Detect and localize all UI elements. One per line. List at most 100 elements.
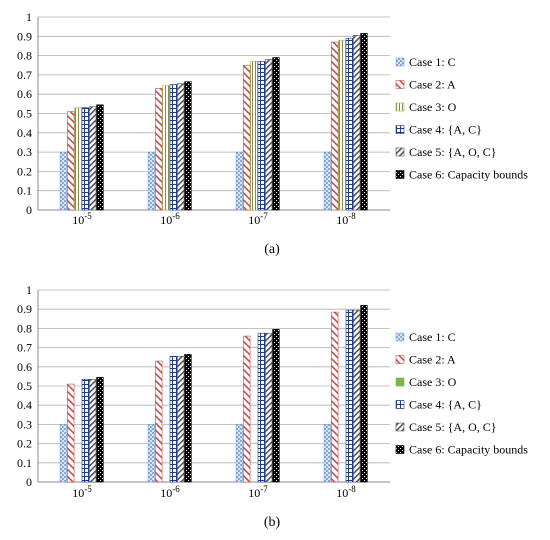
bar	[264, 332, 273, 483]
x-tick-base: 10	[248, 486, 260, 500]
legend-swatch	[395, 57, 405, 67]
y-tick-label: 0.4	[17, 398, 32, 412]
x-tick-label: 10-6	[160, 484, 180, 500]
bar	[89, 378, 97, 483]
legend-swatch	[395, 170, 405, 179]
legend-swatch	[395, 445, 405, 454]
bar	[59, 151, 68, 211]
legend-swatch	[395, 400, 405, 409]
y-tick-label: 1	[26, 283, 32, 297]
bar	[257, 332, 265, 483]
legend-label: Case 5: {A, O, C}	[409, 420, 497, 434]
bar	[352, 35, 361, 211]
x-tick-base: 10	[248, 213, 260, 227]
y-tick-label: 0.7	[17, 68, 32, 82]
y-tick-label: 0.2	[17, 437, 32, 451]
bar	[360, 305, 368, 483]
y-tick-label: 0.9	[17, 302, 32, 316]
legend-swatch	[395, 422, 405, 432]
y-tick-label: 0.5	[17, 379, 32, 393]
bar	[155, 88, 163, 211]
legend-label: Case 6: Capacity bounds	[409, 168, 528, 182]
legend-label: Case 3: O	[409, 375, 457, 389]
y-tick-label: 0.8	[17, 321, 32, 335]
bar	[257, 61, 265, 211]
bar	[177, 355, 185, 483]
y-tick-label: 0.3	[17, 417, 32, 431]
y-tick-label: 0	[26, 475, 32, 489]
legend-label: Case 2: A	[409, 78, 456, 92]
x-tick-label: 10-7	[248, 484, 268, 500]
legend-swatch	[395, 125, 405, 134]
y-tick-label: 0.1	[17, 456, 32, 470]
bar	[184, 354, 192, 483]
bar	[345, 37, 353, 211]
chart-caption: (a)	[264, 242, 280, 257]
y-tick-label: 1	[26, 10, 32, 24]
y-tick-label: 0.9	[17, 29, 32, 43]
legend-swatch	[395, 355, 405, 364]
bar	[250, 61, 258, 211]
legend-label: Case 6: Capacity bounds	[409, 443, 528, 457]
bar	[235, 151, 244, 211]
legend-swatch	[395, 147, 405, 157]
bar	[235, 424, 244, 483]
x-tick-exponent: -7	[260, 484, 268, 494]
x-tick-exponent: -6	[172, 211, 180, 221]
legend-label: Case 4: {A, C}	[409, 398, 482, 412]
x-tick-exponent: -7	[260, 211, 268, 221]
x-tick-base: 10	[160, 486, 172, 500]
x-tick-base: 10	[336, 486, 348, 500]
x-tick-label: 10-5	[72, 211, 92, 227]
bar	[345, 309, 353, 483]
bar	[323, 424, 332, 483]
bar	[338, 39, 346, 211]
x-tick-label: 10-5	[72, 484, 92, 500]
bar	[272, 57, 280, 211]
legend-swatch	[395, 80, 405, 89]
x-tick-label: 10-7	[248, 211, 268, 227]
y-tick-label: 0.6	[17, 87, 32, 101]
y-tick-label: 0.6	[17, 360, 32, 374]
bar	[162, 85, 170, 211]
bar	[360, 33, 368, 211]
bar	[67, 383, 75, 483]
bar	[81, 378, 89, 483]
bar	[96, 104, 104, 211]
bar	[147, 151, 156, 211]
bar	[81, 107, 89, 211]
bar	[352, 309, 361, 483]
bar	[147, 424, 156, 483]
legend-label: Case 5: {A, O, C}	[409, 145, 497, 159]
legend-label: Case 1: C	[409, 330, 456, 344]
y-tick-label: 0.5	[17, 107, 32, 121]
bar	[89, 106, 97, 211]
x-tick-label: 10-8	[336, 484, 356, 500]
x-tick-exponent: -8	[348, 211, 356, 221]
bar	[243, 64, 251, 211]
y-tick-label: 0.1	[17, 184, 32, 198]
y-tick-label: 0.3	[17, 145, 32, 159]
bar	[67, 111, 75, 211]
legend-swatch	[395, 102, 405, 112]
x-tick-label: 10-8	[336, 211, 356, 227]
x-tick-base: 10	[72, 213, 84, 227]
bar	[169, 355, 177, 483]
x-tick-base: 10	[72, 486, 84, 500]
bar	[184, 81, 192, 211]
x-tick-label: 10-6	[160, 211, 180, 227]
bar	[272, 329, 280, 483]
y-tick-label: 0.7	[17, 341, 32, 355]
x-tick-exponent: -6	[172, 484, 180, 494]
bar	[155, 360, 163, 483]
y-tick-label: 0	[26, 203, 32, 217]
legend-swatch	[395, 377, 405, 387]
legend-label: Case 2: A	[409, 353, 456, 367]
x-tick-base: 10	[160, 213, 172, 227]
bar	[59, 424, 68, 483]
x-tick-exponent: -5	[84, 484, 92, 494]
bar	[177, 83, 185, 211]
